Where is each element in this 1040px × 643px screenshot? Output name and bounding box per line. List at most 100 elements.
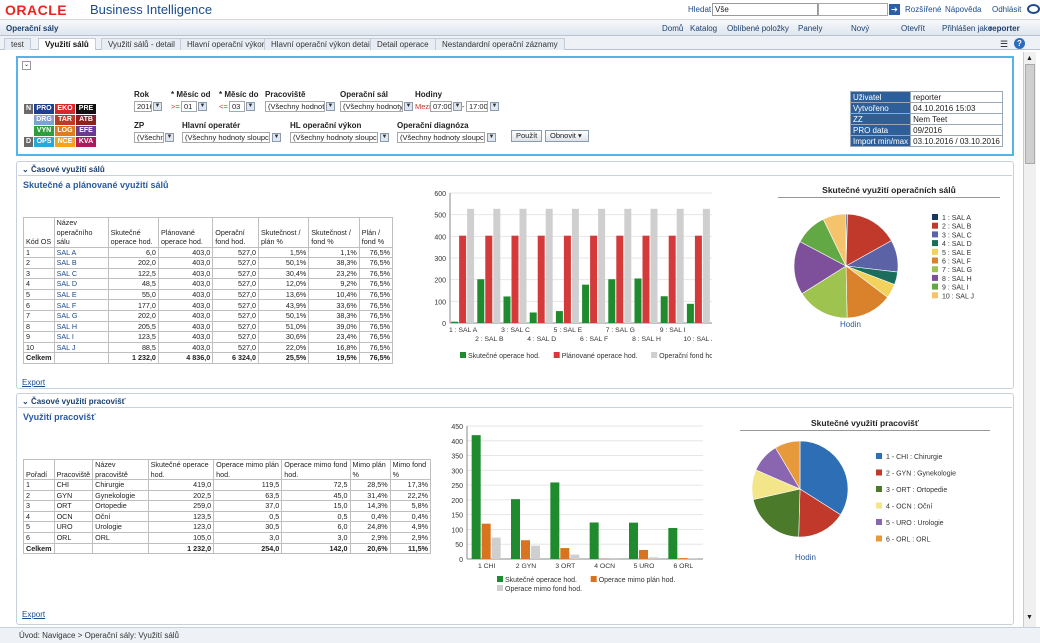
column-header[interactable]: Skutečné operace hod. — [107, 217, 159, 248]
bar[interactable] — [485, 235, 493, 323]
column-header[interactable]: Mimo plán % — [349, 459, 391, 480]
column-header[interactable]: Skutečnost / plán % — [257, 217, 310, 248]
nav-user[interactable]: reporter — [989, 24, 1020, 33]
help-menu[interactable]: Nápověda — [945, 5, 982, 14]
page-options-icon[interactable]: ☰ — [1000, 39, 1009, 49]
bar[interactable] — [531, 545, 540, 559]
bar[interactable] — [550, 482, 560, 559]
filter-zp-select[interactable]: (Všechny — [134, 132, 164, 143]
column-header[interactable]: Název pracoviště — [92, 459, 149, 480]
bar[interactable] — [570, 554, 580, 559]
chevron-down-icon[interactable]: ▼ — [246, 102, 255, 111]
bar[interactable] — [642, 235, 650, 323]
bar[interactable] — [694, 235, 702, 323]
pie-slice[interactable] — [775, 440, 801, 491]
bar[interactable] — [629, 522, 638, 559]
tab-test[interactable]: test — [4, 38, 31, 50]
table-cell[interactable]: SAL C — [53, 267, 109, 280]
bar[interactable] — [598, 208, 606, 323]
bar[interactable] — [650, 208, 658, 323]
column-header[interactable]: Plán / fond % — [358, 217, 394, 248]
column-header[interactable]: Mimo fond % — [389, 459, 432, 480]
filter-diagnoza-select[interactable]: (Všechny hodnoty sloupce) — [397, 132, 485, 143]
nav-home[interactable]: Domů — [662, 24, 684, 33]
help-icon[interactable]: ? — [1014, 38, 1025, 49]
table-cell[interactable]: SAL B — [53, 257, 109, 269]
bar[interactable] — [571, 208, 579, 323]
bar[interactable] — [668, 527, 678, 559]
nav-favorites[interactable]: Oblíbené položky — [727, 24, 789, 33]
column-header[interactable]: Pořadí — [23, 459, 55, 480]
bar[interactable] — [555, 311, 563, 323]
table-cell[interactable]: SAL E — [53, 288, 109, 301]
chevron-down-icon[interactable]: ▼ — [487, 133, 496, 142]
scroll-up-icon[interactable]: ▲ — [1026, 55, 1033, 62]
search-go-icon[interactable]: ➔ — [889, 4, 900, 15]
bar[interactable] — [678, 558, 688, 559]
filter-vykon-select[interactable]: (Všechny hodnoty sloupce) — [290, 132, 378, 143]
nav-open[interactable]: Otevřít — [901, 24, 926, 33]
bar[interactable] — [639, 549, 648, 559]
bar[interactable] — [519, 208, 527, 323]
breadcrumb[interactable]: Úvod: Navigace > Operační sály: Využití … — [0, 627, 1040, 643]
bar[interactable] — [503, 296, 511, 323]
nav-new[interactable]: Nový — [851, 24, 870, 33]
search-scope-select[interactable]: Vše — [712, 3, 818, 16]
bar[interactable] — [511, 235, 519, 323]
tab-vyuziti-salu-detail[interactable]: Využití sálů - detail — [101, 38, 182, 50]
table-cell[interactable]: SAL G — [53, 310, 109, 322]
export-link[interactable]: Export — [22, 378, 46, 387]
search-input[interactable] — [818, 3, 888, 16]
reset-button[interactable]: Obnovit ▾ — [545, 130, 589, 142]
vertical-scrollbar[interactable]: ▲ ▼ — [1023, 52, 1036, 627]
apply-button[interactable]: Použít — [511, 130, 543, 142]
column-header[interactable]: Pracoviště — [53, 459, 94, 480]
advanced-link[interactable]: Rozšířené — [905, 5, 942, 14]
bar[interactable] — [590, 235, 598, 323]
section-sal-head[interactable]: ⌄ Časové využití sálů — [22, 165, 105, 174]
bar[interactable] — [702, 208, 710, 323]
filter-operater-select[interactable]: (Všechny hodnoty sloupce) — [182, 132, 270, 143]
pie-slice[interactable] — [752, 488, 801, 538]
bar[interactable] — [545, 208, 553, 323]
bar[interactable] — [467, 208, 475, 323]
pie-slice[interactable] — [845, 213, 892, 267]
chevron-down-icon[interactable]: ▼ — [165, 133, 174, 142]
bar[interactable] — [491, 537, 501, 559]
pie-slice[interactable] — [798, 488, 841, 538]
tab-vyuziti-salu[interactable]: Využití sálů — [38, 38, 96, 50]
table-cell[interactable]: SAL A — [53, 246, 109, 259]
bar[interactable] — [493, 208, 501, 323]
tab-detail-operace[interactable]: Detail operace — [370, 38, 436, 50]
table-cell[interactable]: SAL D — [53, 278, 109, 290]
section-prac-head[interactable]: ⌄ Časové využití pracovišť — [22, 397, 126, 406]
tab-hlavni-vykon-detail[interactable]: Hlavní operační výkon detail — [264, 38, 379, 50]
bar[interactable] — [676, 208, 684, 323]
table-cell[interactable]: SAL I — [53, 331, 109, 343]
pie-slice[interactable] — [793, 241, 847, 295]
scroll-down-icon[interactable]: ▼ — [1026, 614, 1033, 621]
table-cell[interactable]: SAL F — [53, 299, 109, 312]
nav-catalog[interactable]: Katalog — [690, 24, 718, 33]
bar[interactable] — [511, 499, 520, 559]
column-header[interactable]: Operační fond hod. — [212, 217, 259, 248]
column-header[interactable]: Kód OS — [23, 217, 55, 248]
bar[interactable] — [537, 235, 545, 323]
filter-mesic-do-select[interactable]: 03 — [229, 101, 245, 112]
bar[interactable] — [477, 279, 485, 323]
pie-slice[interactable] — [801, 265, 848, 319]
chevron-down-icon[interactable]: ▼ — [380, 133, 389, 142]
filter-rok-select[interactable]: 2016 — [134, 101, 152, 112]
chevron-down-icon[interactable]: ▼ — [490, 102, 499, 111]
column-header[interactable]: Skutečnost / fond % — [308, 217, 360, 248]
bar[interactable] — [634, 278, 642, 323]
table-cell[interactable]: SAL J — [53, 341, 109, 354]
filter-hodiny-from[interactable]: 07:00 — [430, 101, 452, 112]
column-header[interactable]: Plánované operace hod. — [157, 217, 214, 248]
bar[interactable] — [668, 235, 676, 323]
chevron-down-icon[interactable]: ▼ — [326, 102, 335, 111]
bar[interactable] — [608, 279, 616, 323]
chevron-down-icon[interactable]: ▼ — [198, 102, 207, 111]
column-header[interactable]: Skutečné operace hod. — [147, 459, 215, 480]
column-header[interactable]: Název operačního sálu — [53, 217, 109, 248]
